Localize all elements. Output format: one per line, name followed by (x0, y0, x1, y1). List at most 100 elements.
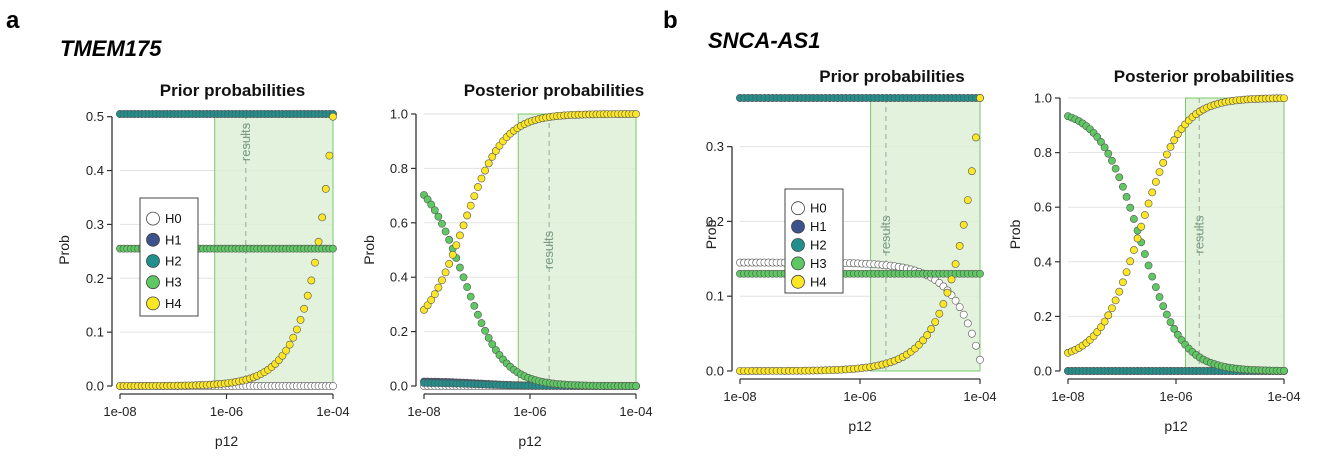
data-point-h3 (1140, 250, 1149, 258)
series-h2 (116, 110, 337, 118)
data-point-h3 (1126, 203, 1135, 212)
x-tick-label: 1e-04 (963, 389, 996, 404)
legend-label-h4: H4 (810, 274, 827, 289)
data-point-h4 (1162, 150, 1171, 159)
y-tick-label: 0.8 (1034, 145, 1052, 160)
legend: H0 H1 H2 H3 H4 (139, 197, 199, 317)
y-tick-label: 0.2 (86, 271, 104, 286)
gene-title-a: TMEM175 (60, 36, 162, 61)
data-point-h4 (1129, 246, 1138, 254)
data-point-h4 (1151, 177, 1160, 186)
data-point-h4 (445, 259, 454, 268)
legend-marker-h3 (791, 256, 805, 271)
legend-marker-h0 (791, 201, 805, 216)
series-h4 (116, 112, 337, 390)
data-point-h4 (292, 325, 301, 334)
series-h3 (420, 191, 640, 390)
data-point-h4 (430, 290, 439, 299)
data-point-h3 (1144, 261, 1153, 270)
data-point-h4 (1166, 143, 1175, 151)
data-point-h4 (1140, 211, 1149, 219)
chart-panel-3: results 0.0 0.1 0.2 0.3 1e-08 1e-06 1e-04 Prior … (703, 67, 997, 434)
data-point-h4 (1144, 199, 1153, 208)
data-point-h4 (325, 151, 334, 160)
data-point-h3 (459, 273, 468, 282)
data-point-h0 (967, 329, 976, 338)
x-tick-label: 1e-04 (316, 404, 349, 419)
legend-label-h2: H2 (810, 238, 827, 253)
data-point-h4 (951, 260, 960, 268)
data-point-h4 (441, 268, 450, 277)
data-point-h4 (456, 231, 464, 240)
data-point-h4 (470, 192, 479, 201)
y-axis-label: Prob (56, 235, 72, 265)
data-point-h4 (1115, 287, 1124, 296)
data-point-h4 (318, 213, 327, 222)
data-point-h3 (1129, 215, 1138, 223)
legend-marker-h2 (791, 238, 805, 252)
data-point-h4 (1173, 130, 1182, 139)
chart-panel-1: results 0.0 0.1 0.2 0.3 0.4 0.5 1e-08 1e-06 1e-04… (56, 81, 350, 449)
data-point-h4 (427, 296, 436, 304)
y-tick-label: 1.0 (390, 107, 408, 122)
data-point-h3 (481, 326, 489, 335)
y-axis-label: Prob (361, 235, 377, 265)
results-region (1185, 97, 1285, 372)
data-point-h4 (943, 288, 952, 297)
data-point-h4 (1100, 317, 1109, 326)
legend-marker-h2 (146, 254, 160, 268)
x-tick-label: 1e-06 (513, 404, 546, 419)
x-axis-label: p12 (848, 418, 872, 434)
data-point-h3 (445, 235, 454, 244)
data-point-h4 (1108, 304, 1116, 313)
data-point-h3 (441, 227, 450, 236)
data-point-h4 (955, 242, 964, 250)
legend-label-h1: H1 (165, 232, 182, 247)
data-point-h4 (1104, 311, 1113, 320)
x-axis-label: p12 (215, 433, 239, 449)
gene-title-b: SNCA-AS1 (708, 28, 820, 53)
data-point-h4 (632, 110, 640, 118)
data-point-h3 (1166, 318, 1175, 326)
x-axis-label: p12 (518, 433, 542, 449)
y-tick-label: 0.4 (1034, 254, 1052, 269)
legend: H0 H1 H2 H3 H4 (784, 188, 844, 294)
series-h4 (736, 94, 984, 375)
data-point-h4 (329, 112, 337, 121)
legend-marker-h1 (791, 219, 805, 234)
data-point-h3 (329, 244, 337, 253)
legend-label-h3: H3 (810, 256, 827, 271)
data-point-h3 (1170, 324, 1179, 333)
data-point-h3 (1159, 302, 1168, 311)
data-point-h3 (1122, 193, 1131, 201)
data-point-h3 (1162, 310, 1171, 319)
results-label: results (541, 230, 556, 269)
y-tick-label: 0.0 (706, 364, 724, 379)
y-tick-label: 0.3 (706, 139, 724, 154)
data-point-h3 (1108, 156, 1116, 165)
data-point-h0 (955, 303, 964, 311)
data-point-h4 (939, 300, 948, 308)
data-point-h4 (1119, 278, 1127, 287)
series-h4 (1064, 94, 1288, 357)
data-point-h4 (484, 159, 493, 168)
chart-panel-4: results 0.0 0.2 0.4 0.6 0.8 1.0 1e-08 1e-06 1e-04… (1007, 67, 1301, 434)
data-point-h4 (452, 241, 461, 250)
data-point-h3 (430, 206, 439, 215)
data-point-h4 (1159, 158, 1168, 167)
x-tick-label: 1e-04 (1267, 389, 1300, 404)
results-label: results (1191, 215, 1206, 254)
chart-title: Prior probabilities (160, 81, 305, 100)
data-point-h3 (1115, 173, 1124, 182)
data-point-h0 (329, 382, 337, 390)
results-label: results (238, 122, 253, 161)
chart-title: Posterior probabilities (1114, 67, 1294, 86)
y-tick-label: 0.6 (1034, 200, 1052, 215)
data-point-h4 (967, 167, 976, 176)
data-point-h4 (321, 185, 330, 193)
data-point-h4 (459, 221, 468, 230)
data-point-h4 (296, 316, 305, 324)
data-point-h4 (1170, 136, 1179, 145)
data-point-h3 (484, 333, 493, 342)
